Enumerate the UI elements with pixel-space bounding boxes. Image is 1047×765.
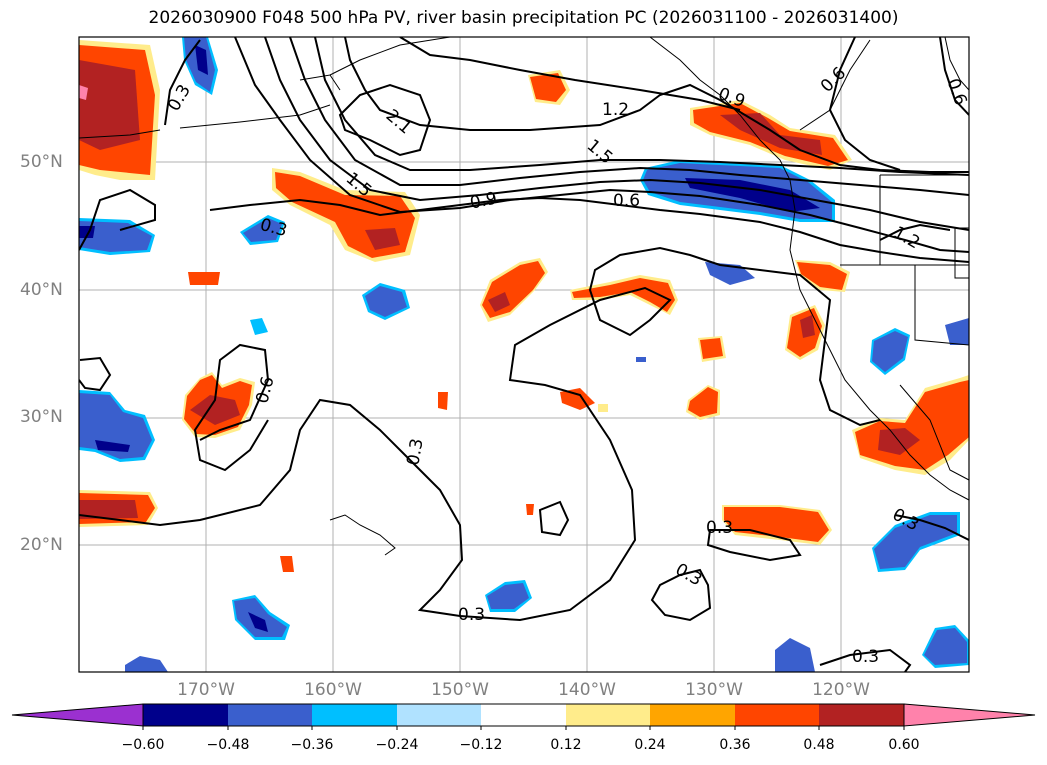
coastlines [79,37,969,556]
contour-label: 0.3 [706,518,734,538]
colorbar-tick: 0.60 [888,737,920,753]
lon-label-120w: 120°W [812,680,870,700]
lon-label-150w: 150°W [431,680,489,700]
contour-label: 0.3 [458,605,486,625]
lat-label-30n: 30°N [20,407,63,427]
chart-title: 2026030900 F048 500 hPa PV, river basin … [148,8,899,28]
negative-anomaly-regions [79,37,969,672]
contour-label: 1.2 [602,100,630,120]
lat-label-40n: 40°N [20,280,63,300]
pv-contours [79,37,969,672]
lon-label-140w: 140°W [558,680,616,700]
colorbar-tick: −0.24 [375,737,419,753]
map-frame [78,36,970,673]
colorbar-tick: 0.48 [803,737,835,753]
colorbar-tick: 0.12 [550,737,582,753]
lat-label-20n: 20°N [20,535,63,555]
colorbar-tick: −0.48 [206,737,250,753]
colorbar-tick: −0.36 [290,737,334,753]
colorbar-tick: 0.24 [634,737,666,753]
lon-label-170w: 170°W [177,680,235,700]
colorbar-tick: −0.60 [121,737,165,753]
contour-label: 0.3 [852,647,880,667]
lat-label-50n: 50°N [20,152,63,172]
positive-anomaly-regions [79,40,969,572]
colorbar-tick: 0.36 [719,737,751,753]
lon-label-160w: 160°W [304,680,362,700]
lon-label-130w: 130°W [685,680,743,700]
colorbar-tick: −0.12 [459,737,503,753]
contour-label: 0.6 [613,191,641,211]
gridlines [79,37,969,672]
